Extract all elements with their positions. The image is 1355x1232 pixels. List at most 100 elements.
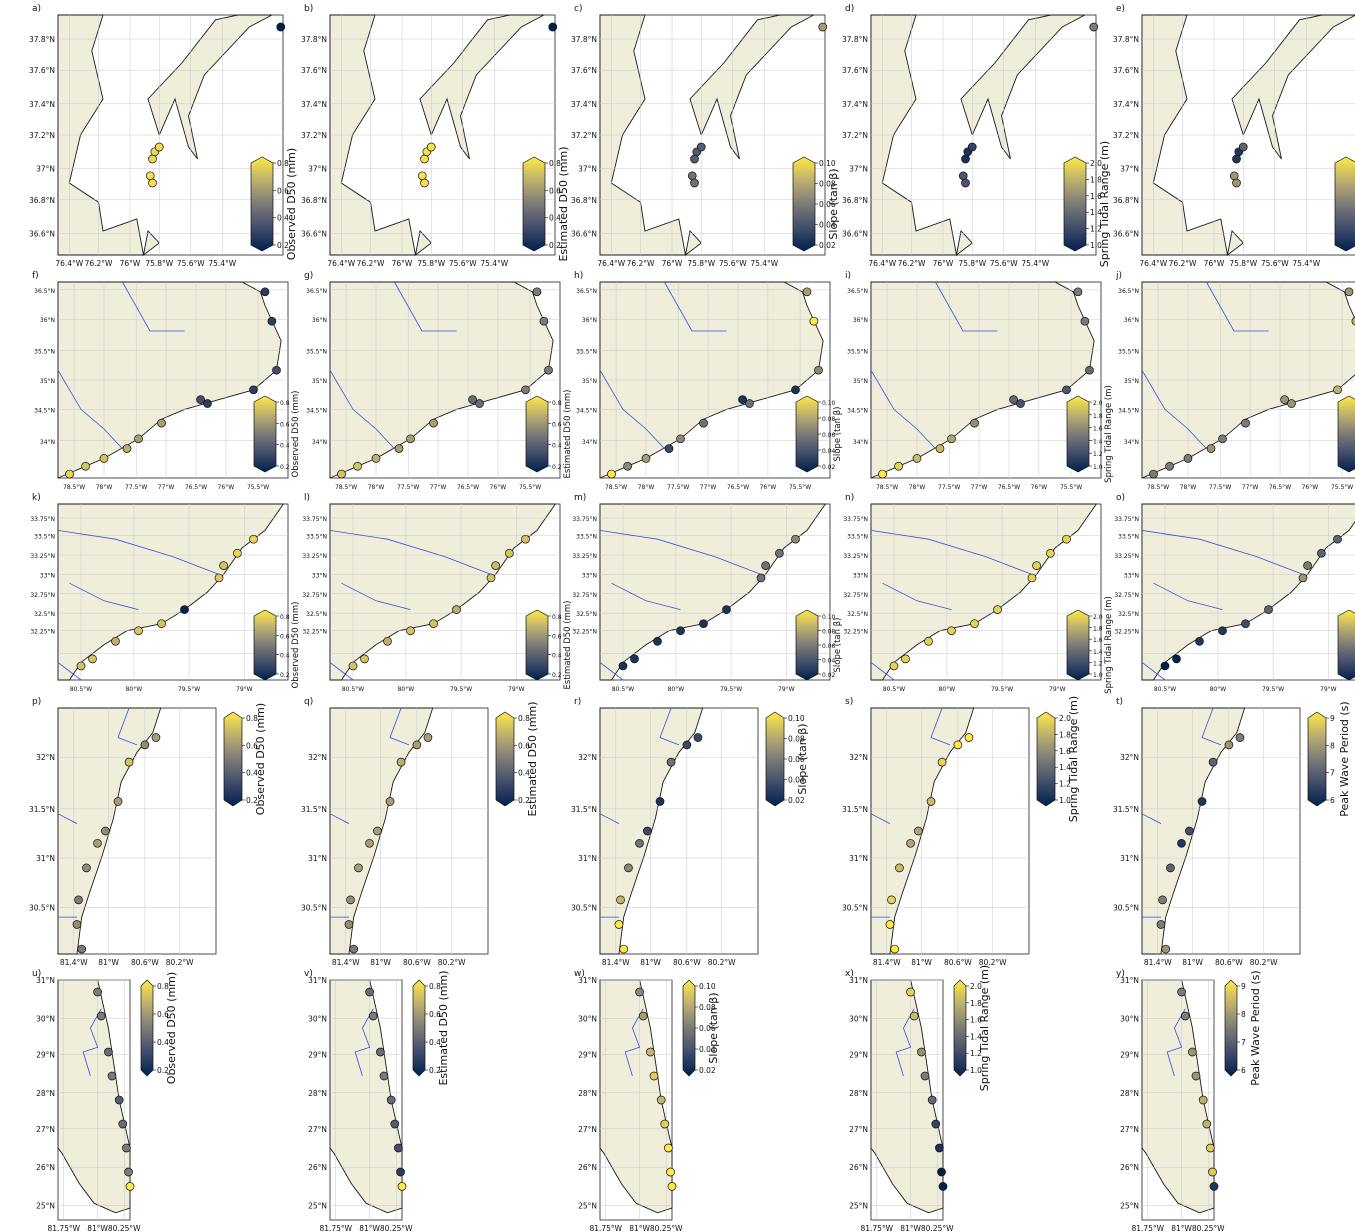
river-line — [329, 369, 395, 449]
y-tick-label: 34.5°N — [847, 407, 868, 414]
river-line — [870, 530, 1033, 575]
x-tick-label: 80.25°W — [1192, 1224, 1225, 1232]
site-marker — [953, 740, 963, 750]
site-marker — [124, 757, 134, 767]
x-tick-label: 80°W — [126, 686, 143, 693]
colorbar-gradient — [953, 979, 967, 1077]
land-polygon — [57, 979, 131, 1214]
colorbar-tick-label: 1.2 — [970, 1049, 982, 1058]
colorbar-tick-label: 0.10 — [819, 159, 836, 168]
x-tick-label: 81.4°W — [332, 958, 360, 967]
y-tick-label: 28°N — [36, 1089, 55, 1098]
map-panel-c: c) 76.4°W 76.2°W 76°W 75.8°W 75.6°W 75.4°W 37.8… — [571, 4, 840, 268]
site-marker — [1232, 178, 1241, 188]
x-tick-label: 75.8°W — [417, 259, 445, 268]
land-polygon — [960, 14, 1086, 160]
colorbar-title: Observed D50 (mm) — [291, 391, 301, 478]
y-tick-label: 36.6°N — [301, 229, 327, 238]
site-marker — [1208, 1167, 1217, 1177]
y-tick-label: 26°N — [36, 1163, 55, 1172]
site-marker — [548, 22, 558, 32]
colorbar-tick-label: 0.2 — [549, 241, 561, 250]
site-marker — [1206, 444, 1216, 453]
site-marker — [906, 838, 915, 848]
y-tick-label: 37.8°N — [1113, 35, 1139, 44]
x-tick-label: 75.5°W — [247, 484, 269, 491]
x-tick-label: 75.6°W — [449, 259, 477, 268]
site-marker — [406, 626, 415, 636]
river-line — [599, 662, 624, 681]
panel-label: b) — [304, 4, 313, 14]
site-marker — [761, 561, 770, 570]
x-tick-label: 75.5°W — [1331, 484, 1353, 491]
x-tick-label: 81°W — [911, 958, 932, 967]
site-marker — [1241, 619, 1250, 629]
river-line — [1141, 530, 1304, 575]
x-tick-label: 81°W — [370, 958, 391, 967]
site-marker — [924, 636, 933, 646]
y-tick-label: 32.75°N — [572, 592, 597, 599]
land-polygon — [1141, 14, 1229, 256]
colorbar-gradient — [1036, 711, 1056, 807]
land-polygon — [1231, 14, 1355, 160]
y-tick-label: 33.25°N — [30, 553, 55, 560]
colorbar-tick-label: 0.04 — [788, 776, 805, 785]
site-marker — [920, 1071, 930, 1081]
x-tick-label: 77.5°W — [397, 484, 419, 491]
colorbar-tick-label: 2.0 — [1090, 159, 1102, 168]
site-marker — [196, 395, 205, 404]
x-tick-label: 76.5°W — [185, 484, 207, 491]
x-tick-label: 79.5°W — [450, 686, 472, 693]
x-tick-label: 76°W — [1302, 484, 1319, 491]
colorbar-tick-label: 0.08 — [819, 180, 836, 189]
site-marker — [214, 573, 224, 583]
colorbar-title: Peak Wave Period (s) — [1338, 701, 1351, 816]
y-tick-label: 35.5°N — [576, 349, 597, 356]
site-marker — [690, 154, 699, 164]
colorbar-tick-label: 1.8 — [970, 999, 982, 1008]
colorbar-tick-label: 0.4 — [280, 653, 290, 660]
colorbar-tick-label: 0.02 — [699, 1066, 716, 1075]
river-line — [895, 1008, 915, 1077]
y-tick-label: 32.25°N — [843, 629, 868, 636]
y-tick-label: 32.5°N — [847, 611, 868, 618]
colorbar-tick-label: 0.6 — [277, 186, 289, 195]
x-tick-label: 76°W — [662, 259, 683, 268]
colorbar-title: Spring Tidal Range (m) — [978, 965, 991, 1091]
site-marker — [148, 154, 157, 164]
site-marker — [1172, 654, 1181, 664]
colorbar-tick-label: 0.4 — [277, 214, 289, 223]
y-tick-label: 33.25°N — [572, 553, 597, 560]
site-marker — [99, 454, 109, 463]
x-tick-label: 77.5°W — [1209, 484, 1231, 491]
y-tick-label: 37.8°N — [301, 35, 327, 44]
y-tick-label: 28°N — [578, 1089, 597, 1098]
colorbar-gradient — [792, 156, 816, 252]
site-marker — [157, 418, 166, 428]
colorbar-tick-label: 0.6 — [549, 186, 561, 195]
colorbar-tick-label: 0.6 — [246, 741, 258, 750]
x-tick-label: 80°W — [939, 686, 956, 693]
y-tick-label: 32.5°N — [1118, 611, 1139, 618]
colorbar-tick-label: 0.4 — [429, 1038, 441, 1047]
site-marker — [1197, 797, 1207, 806]
map-panel-d: d) 76.4°W 76.2°W 76°W 75.8°W 75.6°W 75.4°W 37.8… — [842, 4, 1111, 268]
y-tick-label: 32.75°N — [30, 592, 55, 599]
river-line — [329, 530, 492, 575]
y-tick-label: 36°N — [582, 317, 597, 324]
site-marker — [1280, 395, 1289, 404]
site-marker — [935, 444, 945, 453]
land-polygon — [599, 503, 827, 681]
land-polygon — [1141, 979, 1215, 1214]
site-marker — [967, 142, 977, 152]
site-marker — [1333, 534, 1342, 544]
river-line — [1166, 1008, 1186, 1077]
site-marker — [65, 469, 74, 479]
land-polygon — [419, 14, 545, 160]
site-marker — [814, 365, 823, 375]
site-marker — [1232, 154, 1241, 164]
site-marker — [348, 661, 358, 671]
